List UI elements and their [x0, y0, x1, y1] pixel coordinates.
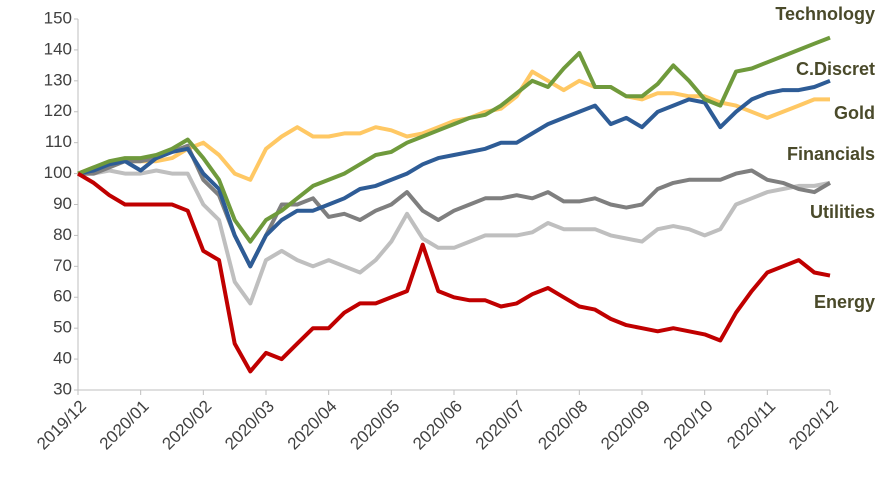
- y-tick-label: 80: [53, 225, 72, 244]
- x-tick-label: 2019/12: [33, 397, 90, 454]
- series-line: [77, 35, 831, 244]
- y-tick-label: 50: [53, 318, 72, 337]
- y-tick-label: 40: [53, 349, 72, 368]
- series-label: Gold: [834, 103, 875, 123]
- y-tick-label: 120: [44, 101, 72, 120]
- series-line: [77, 78, 831, 269]
- x-tick-label: 2020/07: [472, 397, 529, 454]
- series-label: Utilities: [810, 202, 875, 222]
- y-tick-label: 130: [44, 70, 72, 89]
- x-tick-label: 2020/09: [597, 397, 654, 454]
- x-tick-label: 2020/12: [785, 397, 842, 454]
- y-tick-label: 110: [45, 132, 72, 151]
- x-tick-label: 2020/11: [723, 397, 779, 453]
- x-tick-label: 2020/03: [221, 397, 278, 454]
- x-tick-label: 2020/02: [158, 397, 215, 454]
- series-label: Technology: [775, 4, 875, 24]
- x-tick-label: 2020/05: [346, 397, 403, 454]
- x-tick-label: 2020/06: [409, 397, 466, 454]
- x-tick-label: 2020/10: [660, 397, 717, 454]
- x-tick-label: 2020/04: [284, 397, 341, 454]
- series-line: [78, 168, 831, 306]
- series-line: [76, 171, 831, 374]
- series-label: Energy: [814, 292, 875, 312]
- y-tick-label: 150: [44, 8, 72, 27]
- y-tick-label: 90: [53, 194, 72, 213]
- y-tick-label: 30: [53, 379, 72, 398]
- series-label: C.Discret: [796, 59, 875, 79]
- y-tick-label: 60: [53, 287, 72, 306]
- series-label: Financials: [787, 144, 875, 164]
- series-line: [78, 143, 832, 269]
- x-tick-label: 2020/01: [96, 397, 153, 454]
- x-tick-label: 2020/08: [534, 397, 591, 454]
- y-tick-label: 100: [44, 163, 72, 182]
- y-tick-label: 70: [53, 256, 72, 275]
- y-tick-label: 140: [44, 39, 72, 58]
